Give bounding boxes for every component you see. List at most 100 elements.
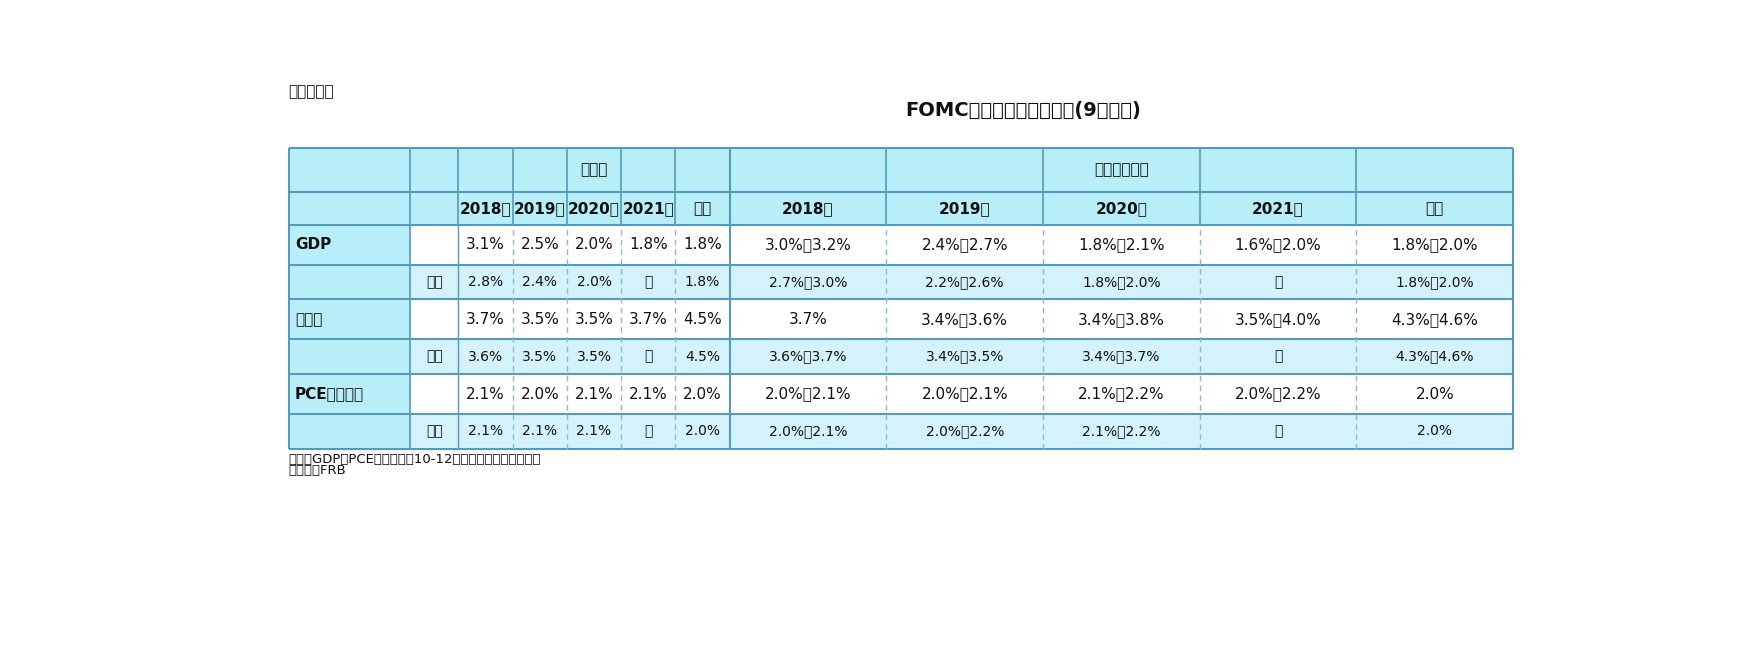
Bar xyxy=(289,265,410,299)
Text: 1.8%－2.0%: 1.8%－2.0% xyxy=(1395,275,1475,289)
Text: 2.4%－2.7%: 2.4%－2.7% xyxy=(922,237,1009,252)
Text: 2.0%－2.2%: 2.0%－2.2% xyxy=(1235,387,1322,401)
Text: 前回: 前回 xyxy=(426,275,443,289)
Text: 1.6%－2.0%: 1.6%－2.0% xyxy=(1235,237,1322,252)
Text: 4.3%－4.6%: 4.3%－4.6% xyxy=(1391,312,1478,327)
Text: 3.4%－3.8%: 3.4%－3.8% xyxy=(1078,312,1165,327)
Text: PCE価格指数: PCE価格指数 xyxy=(296,387,363,401)
Bar xyxy=(410,265,459,299)
Bar xyxy=(289,265,1513,299)
Text: 前回: 前回 xyxy=(426,350,443,364)
Text: 2018年: 2018年 xyxy=(783,201,833,216)
Text: 2.1%: 2.1% xyxy=(576,424,612,438)
Text: －: － xyxy=(1275,275,1282,289)
Bar xyxy=(289,339,1513,374)
Text: －: － xyxy=(1275,350,1282,364)
Text: 2.0%－2.1%: 2.0%－2.1% xyxy=(765,387,852,401)
Text: 2.0%－2.2%: 2.0%－2.2% xyxy=(925,424,1003,438)
Text: 2019年: 2019年 xyxy=(515,201,565,216)
Text: －: － xyxy=(643,350,652,364)
Text: 2.7%－3.0%: 2.7%－3.0% xyxy=(769,275,847,289)
Text: （注）GDPとPCE価格指数は10-12月期の前年同期比伸び率: （注）GDPとPCE価格指数は10-12月期の前年同期比伸び率 xyxy=(289,453,541,466)
Text: 長期: 長期 xyxy=(1426,201,1443,216)
Text: 2019年: 2019年 xyxy=(939,201,991,216)
Bar xyxy=(289,225,410,265)
Bar xyxy=(289,299,1513,339)
Text: 3.7%: 3.7% xyxy=(466,312,504,327)
Text: FOMC参加者の経済見通し(9月会合): FOMC参加者の経済見通し(9月会合) xyxy=(906,101,1141,120)
Text: 2.0%－2.1%: 2.0%－2.1% xyxy=(922,387,1009,401)
Text: 3.5%: 3.5% xyxy=(520,312,560,327)
Text: 1.8%－2.0%: 1.8%－2.0% xyxy=(1082,275,1160,289)
Text: 1.8%: 1.8% xyxy=(630,237,668,252)
Bar xyxy=(289,225,1513,265)
Text: 3.4%－3.6%: 3.4%－3.6% xyxy=(922,312,1009,327)
Text: GDP: GDP xyxy=(296,237,330,252)
Text: 4.5%: 4.5% xyxy=(685,350,720,364)
Text: －: － xyxy=(643,424,652,438)
Text: 1.8%: 1.8% xyxy=(685,275,720,289)
Text: 2.0%: 2.0% xyxy=(577,275,612,289)
Text: （資料）FRB: （資料）FRB xyxy=(289,464,346,476)
Text: 2020年: 2020年 xyxy=(569,201,621,216)
Text: 2.1%: 2.1% xyxy=(574,387,614,401)
Text: 1.8%: 1.8% xyxy=(683,237,722,252)
Text: 2.0%: 2.0% xyxy=(683,387,722,401)
Text: 2021年: 2021年 xyxy=(623,201,675,216)
Text: 3.5%: 3.5% xyxy=(577,350,612,364)
Text: 2.0%: 2.0% xyxy=(685,424,720,438)
Text: 中央値: 中央値 xyxy=(581,162,607,177)
Text: 2.0%: 2.0% xyxy=(520,387,560,401)
Bar xyxy=(289,192,1513,225)
Text: 3.7%: 3.7% xyxy=(788,312,828,327)
Text: 2.1%: 2.1% xyxy=(466,387,504,401)
Text: 失業率: 失業率 xyxy=(296,312,322,327)
Text: 2.0%－2.1%: 2.0%－2.1% xyxy=(769,424,847,438)
Text: 2.8%: 2.8% xyxy=(468,275,503,289)
Bar xyxy=(459,265,1513,299)
Text: 3.5%－4.0%: 3.5%－4.0% xyxy=(1235,312,1322,327)
Text: 長期: 長期 xyxy=(694,201,711,216)
Text: 2.1%: 2.1% xyxy=(630,387,668,401)
Text: 2.1%: 2.1% xyxy=(468,424,503,438)
Bar xyxy=(410,339,459,374)
Text: 前回: 前回 xyxy=(426,424,443,438)
Text: 2.1%: 2.1% xyxy=(522,424,556,438)
Text: 2.0%: 2.0% xyxy=(1416,387,1454,401)
Text: 2020年: 2020年 xyxy=(1096,201,1148,216)
Bar xyxy=(289,339,410,374)
Text: 2018年: 2018年 xyxy=(459,201,511,216)
Bar xyxy=(289,414,1513,449)
Text: －: － xyxy=(1275,424,1282,438)
Bar xyxy=(289,299,410,339)
Text: 2021年: 2021年 xyxy=(1252,201,1304,216)
Bar xyxy=(410,414,459,449)
Bar xyxy=(289,148,1513,192)
Text: 4.3%－4.6%: 4.3%－4.6% xyxy=(1396,350,1475,364)
Text: 2.0%: 2.0% xyxy=(1417,424,1452,438)
Text: 3.6%－3.7%: 3.6%－3.7% xyxy=(769,350,847,364)
Text: 2.2%－2.6%: 2.2%－2.6% xyxy=(925,275,1003,289)
Text: 3.0%－3.2%: 3.0%－3.2% xyxy=(765,237,852,252)
Text: 3.6%: 3.6% xyxy=(468,350,503,364)
Text: 3.5%: 3.5% xyxy=(574,312,614,327)
Text: 2.1%－2.2%: 2.1%－2.2% xyxy=(1078,387,1165,401)
Text: 3.1%: 3.1% xyxy=(466,237,504,252)
Text: 3.4%－3.7%: 3.4%－3.7% xyxy=(1082,350,1160,364)
Text: －: － xyxy=(643,275,652,289)
Text: 1.8%－2.1%: 1.8%－2.1% xyxy=(1078,237,1165,252)
Bar xyxy=(289,374,1513,414)
Bar xyxy=(289,414,410,449)
Text: 1.8%－2.0%: 1.8%－2.0% xyxy=(1391,237,1478,252)
Bar xyxy=(459,414,1513,449)
Bar xyxy=(459,339,1513,374)
Text: 3.5%: 3.5% xyxy=(522,350,556,364)
Text: 4.5%: 4.5% xyxy=(683,312,722,327)
Text: 2.0%: 2.0% xyxy=(574,237,614,252)
Text: 2.5%: 2.5% xyxy=(520,237,560,252)
Text: （図表１）: （図表１） xyxy=(289,84,334,99)
Text: 2.1%－2.2%: 2.1%－2.2% xyxy=(1082,424,1160,438)
Bar xyxy=(289,374,410,414)
Text: 3.7%: 3.7% xyxy=(630,312,668,327)
Text: 2.4%: 2.4% xyxy=(522,275,556,289)
